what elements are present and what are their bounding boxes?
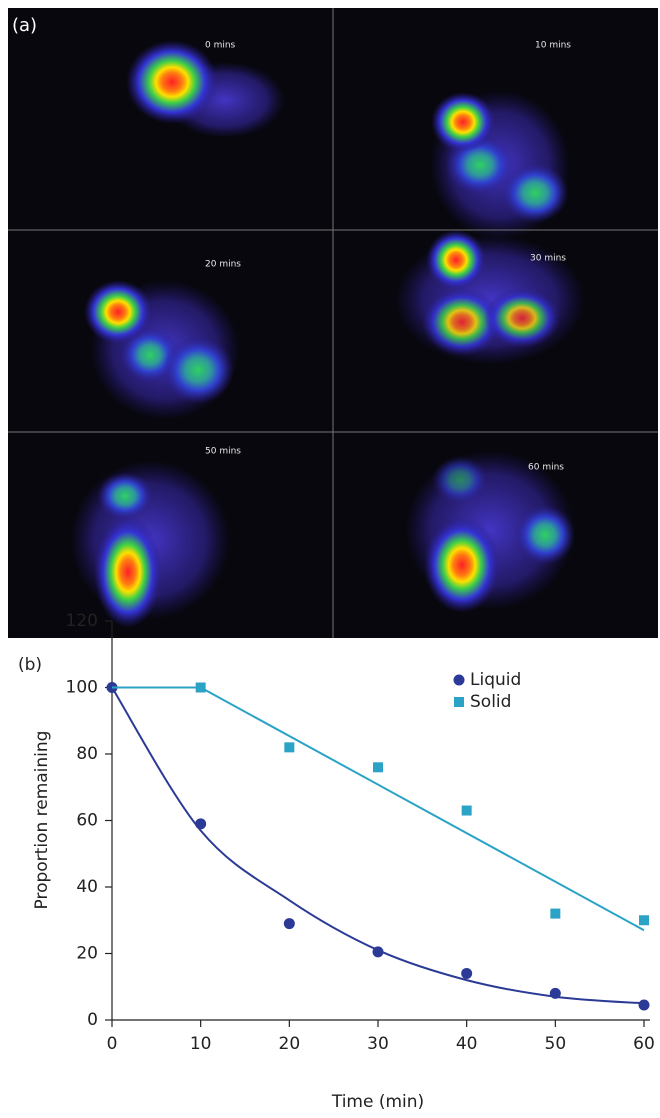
data-point — [283, 918, 295, 930]
frame-label: 10 mins — [535, 41, 571, 51]
x-tick-label: 50 — [545, 1034, 567, 1054]
x-tick-label: 40 — [456, 1034, 478, 1054]
activity — [424, 517, 500, 613]
legend-label: Solid — [470, 692, 511, 712]
activity — [126, 40, 218, 124]
panel-label: (a) — [12, 15, 37, 36]
y-tick-label: 120 — [66, 611, 98, 631]
legend-marker — [454, 697, 464, 707]
activity — [484, 288, 560, 348]
activity — [162, 336, 234, 404]
panel-label: (b) — [18, 655, 42, 675]
data-point — [639, 915, 649, 926]
x-tick-label: 20 — [279, 1034, 301, 1054]
y-tick-label: 100 — [66, 678, 98, 698]
activity — [84, 280, 152, 344]
data-point — [195, 818, 207, 830]
data-point — [195, 682, 206, 693]
activity — [97, 472, 153, 520]
frame-label: 20 mins — [205, 260, 241, 270]
legend-label: Liquid — [470, 670, 521, 690]
x-axis-label: Time (min) — [331, 1092, 424, 1112]
data-point — [373, 762, 383, 773]
y-tick-label: 0 — [87, 1010, 98, 1030]
data-point — [549, 987, 561, 999]
data-point — [461, 805, 472, 816]
x-tick-label: 30 — [367, 1034, 389, 1054]
data-point — [550, 908, 561, 919]
data-point — [461, 967, 473, 979]
y-tick-label: 60 — [76, 811, 98, 831]
activity — [94, 516, 162, 628]
activity — [426, 230, 486, 290]
y-axis-label: Proportion remaining — [32, 731, 52, 910]
data-point — [284, 742, 295, 753]
x-tick-label: 0 — [107, 1034, 118, 1054]
activity — [515, 505, 575, 565]
legend-marker — [453, 674, 465, 686]
x-tick-label: 10 — [190, 1034, 212, 1054]
frame-label: 30 mins — [530, 254, 566, 264]
frame-label: 0 mins — [205, 41, 236, 51]
frame-label: 50 mins — [205, 447, 241, 457]
activity — [422, 288, 502, 356]
frame-label: 60 mins — [528, 463, 564, 473]
y-tick-label: 40 — [76, 877, 98, 897]
scintigraphy-panel: (a) 0 mins 10 mins 20 mins 30 mins 50 mi… — [8, 8, 658, 638]
x-tick-label: 60 — [633, 1034, 655, 1054]
y-tick-label: 80 — [76, 744, 98, 764]
data-point — [372, 946, 384, 958]
activity — [432, 456, 488, 504]
data-point — [638, 999, 650, 1011]
activity — [431, 92, 495, 152]
y-tick-label: 20 — [76, 944, 98, 964]
fit-line — [112, 686, 645, 932]
activity — [501, 163, 569, 223]
